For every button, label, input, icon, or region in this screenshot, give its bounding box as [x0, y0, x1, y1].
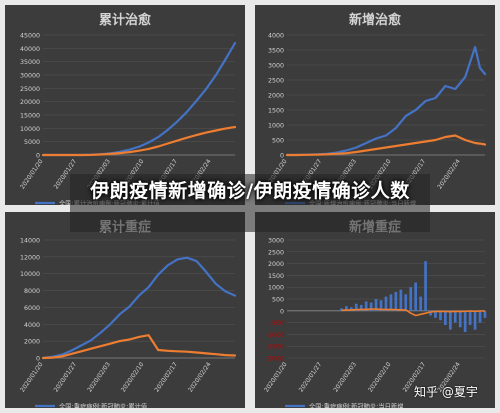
- y-tick-label: 1000: [268, 123, 284, 130]
- y-tick-label: 40000: [20, 46, 40, 53]
- y-tick-label: -500: [270, 320, 284, 327]
- series-line-blue: [41, 41, 237, 157]
- series-line-blue: [41, 256, 237, 360]
- series-line-orange: [41, 334, 237, 360]
- bar: [449, 310, 452, 330]
- x-tick-label: 2020/02/10: [120, 361, 146, 393]
- bar: [434, 310, 437, 318]
- y-tick-label: 1000: [268, 285, 284, 292]
- bar: [458, 310, 462, 328]
- y-tick-label: 2000: [268, 261, 284, 268]
- x-tick-label: 2020/02/17: [153, 361, 179, 393]
- chart-panel-cumulative-recovered: 累计治愈 0 5000 10000 15000 20000 25000 30000 35000 4…: [5, 5, 245, 205]
- bar: [404, 294, 408, 311]
- watermark: 知乎 @夏宇: [414, 385, 478, 399]
- y-tick-label: 14000: [20, 238, 40, 245]
- bar: [394, 291, 398, 311]
- bar: [379, 300, 383, 311]
- bar: [374, 299, 378, 311]
- bar: [345, 306, 348, 311]
- y-tick-label: 20000: [20, 99, 40, 106]
- y-tick-label: 25000: [20, 86, 40, 93]
- y-tick-label: 45000: [20, 33, 40, 40]
- x-tick-label: 2020/01/27: [298, 361, 324, 393]
- bar: [350, 307, 353, 311]
- y-tick-label: 2500: [268, 78, 284, 85]
- bar: [444, 310, 447, 325]
- bar: [468, 310, 472, 325]
- x-tick-label: 2020/02/03: [86, 361, 112, 393]
- y-tick-label: 5000: [24, 139, 40, 146]
- y-tick-label: -1000: [266, 332, 284, 339]
- chart-title: 新增治愈: [349, 12, 402, 28]
- y-tick-label: 35000: [20, 59, 40, 66]
- bar: [414, 282, 417, 311]
- y-tick-label: 10000: [20, 271, 40, 278]
- y-tick-label: 0: [280, 308, 284, 315]
- bar: [409, 287, 413, 311]
- bar: [354, 303, 358, 311]
- y-tick-label: 4000: [24, 322, 40, 329]
- y-tick-label: 3000: [268, 238, 284, 245]
- x-tick-label: 2020/02/24: [187, 361, 213, 393]
- x-tick-label: 2020/02/03: [332, 361, 358, 393]
- bar: [384, 296, 388, 311]
- x-tick-label: 2020/02/10: [367, 361, 393, 393]
- y-tick-label: 500: [272, 297, 284, 304]
- series-line-orange: [285, 134, 487, 157]
- chart-panel-cumulative-severe: 累计重症020004000600080001000012000140002020…: [5, 212, 245, 408]
- y-tick-label: 12000: [20, 254, 40, 261]
- bar: [419, 296, 422, 311]
- y-tick-label: 1500: [268, 108, 284, 115]
- y-tick-label: 3000: [268, 63, 284, 70]
- bar: [473, 310, 477, 330]
- bar: [453, 310, 457, 323]
- y-tick-label: 0: [36, 356, 40, 363]
- x-tick-label: 2020/01/20: [19, 361, 45, 393]
- bar: [359, 304, 363, 311]
- headline-banner: [70, 174, 430, 232]
- y-tick-label: 4000: [268, 33, 284, 40]
- chart-panel-new-severe: 新增重症-2000-1500-1000-50005001000150020002…: [255, 212, 495, 408]
- y-tick-label: 0: [280, 153, 284, 160]
- y-tick-label: 15000: [20, 113, 40, 120]
- x-tick-label: 2020/01/20: [263, 361, 289, 393]
- bar: [399, 289, 403, 311]
- headline: 伊朗疫情新增确诊/伊朗疫情确诊人数: [90, 180, 410, 202]
- bar: [424, 261, 427, 311]
- y-tick-label: 30000: [20, 73, 40, 80]
- bar: [429, 310, 432, 316]
- y-tick-label: 2000: [268, 93, 284, 100]
- series-line-blue: [285, 45, 487, 157]
- bar: [340, 308, 343, 311]
- y-tick-label: 10000: [20, 126, 40, 133]
- y-tick-label: 8000: [24, 288, 40, 295]
- chart-panel-new-recovered: 新增治愈 0 500 1000 1500 2000 2500 3000 3500 4000 2020…: [255, 5, 495, 205]
- bar: [439, 310, 442, 321]
- chart-cumulative-severe: 累计重症020004000600080001000012000140002020…: [19, 219, 237, 409]
- bar: [364, 301, 368, 311]
- legend-entry: 全国:重症病例:新冠肺炎:累计值: [59, 402, 148, 409]
- y-tick-label: 500: [272, 138, 284, 145]
- y-tick-label: -2000: [266, 356, 284, 363]
- x-tick-label: 2020/01/20: [19, 158, 45, 190]
- y-tick-label: 0: [36, 153, 40, 160]
- bar: [483, 310, 487, 318]
- y-tick-label: 1500: [268, 273, 284, 280]
- bar: [369, 302, 373, 311]
- chart-new-severe: 新增重症-2000-1500-1000-50005001000150020002…: [263, 219, 487, 409]
- y-tick-label: -1500: [266, 344, 284, 351]
- series-line-orange: [41, 125, 237, 157]
- y-tick-label: 2500: [268, 249, 284, 256]
- series-line-orange: [341, 308, 485, 317]
- x-tick-label: 2020/01/27: [53, 361, 79, 393]
- bar: [478, 310, 482, 323]
- y-tick-label: 3500: [268, 48, 284, 55]
- bar: [463, 310, 467, 332]
- chart-title: 累计治愈: [99, 12, 152, 28]
- y-tick-label: 2000: [24, 339, 40, 346]
- bar: [389, 294, 393, 311]
- legend-entry: 全国:重症病例:新冠肺炎:当日新增: [309, 402, 404, 409]
- y-tick-label: 6000: [24, 305, 40, 312]
